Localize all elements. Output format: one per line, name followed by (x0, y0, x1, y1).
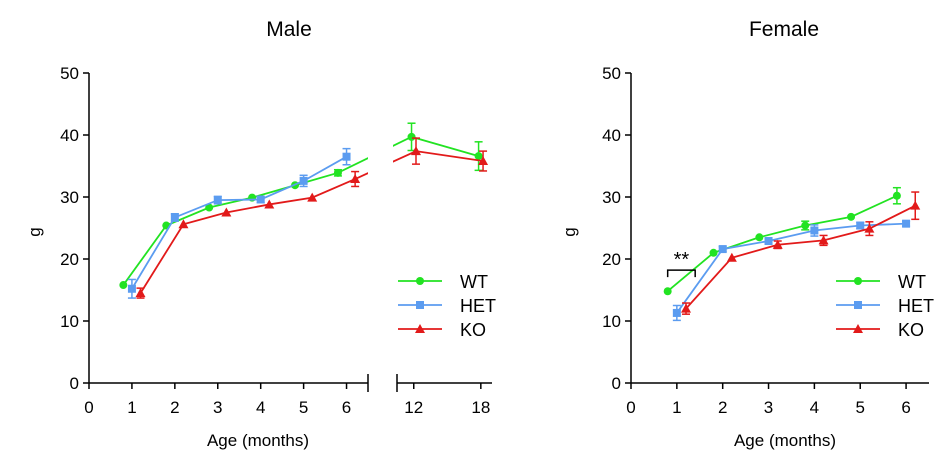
male-y-tick-label: 40 (60, 126, 79, 145)
female-x-tick-label: 6 (901, 398, 910, 417)
female-y-tick-label: 10 (602, 312, 621, 331)
female-point-het (856, 221, 865, 230)
male-legend-marker-ko (415, 324, 425, 333)
female-point-wt (709, 248, 718, 257)
male-point-het (256, 195, 265, 204)
female-legend-marker-het (854, 301, 862, 309)
female-point-ko (772, 239, 783, 249)
female-x-tick-label: 4 (810, 398, 819, 417)
female-point-wt (663, 287, 672, 296)
female-point-wt (755, 233, 764, 242)
male-legend-marker-het (416, 301, 424, 309)
male-y-tick-label: 0 (70, 374, 79, 393)
female-point-ko (818, 235, 829, 245)
female-y-tick-label: 50 (602, 64, 621, 83)
female-chart-title: Female (749, 18, 819, 41)
female-point-ko (910, 200, 921, 210)
male-point-ko (350, 174, 361, 184)
male-y-axis-label: g (25, 227, 44, 236)
male-point-het (127, 284, 136, 293)
female-series-line-ko (685, 204, 916, 310)
male-point-wt (474, 152, 483, 161)
female-x-tick-label: 1 (672, 398, 681, 417)
significance-bracket (666, 269, 696, 278)
female-y-tick-label: 40 (602, 126, 621, 145)
male-series-line-ko (139, 172, 368, 294)
male-legend-marker-wt (416, 277, 424, 285)
male-x-tick-label: 5 (299, 398, 308, 417)
male-x-tick-label: 12 (404, 398, 423, 417)
male-point-ko (411, 146, 421, 156)
male-point-het (342, 152, 351, 161)
male-x-tick-label: 6 (342, 398, 351, 417)
female-series-line-wt (667, 194, 898, 292)
male-legend-label-wt: WT (460, 272, 488, 292)
female-y-tick-label: 0 (612, 374, 621, 393)
female-x-axis-label: Age (months) (734, 431, 836, 450)
male-x-tick-label: 4 (256, 398, 265, 417)
female-legend-label-wt: WT (898, 272, 926, 292)
male-y-tick-label: 30 (60, 188, 79, 207)
female-point-ko (726, 252, 737, 262)
female-point-het (718, 245, 727, 254)
male-x-tick-label: 3 (213, 398, 222, 417)
female-point-het (902, 219, 911, 228)
female-legend-label-het: HET (898, 296, 934, 316)
male-x-tick-label: 18 (471, 398, 490, 417)
female-point-wt (892, 191, 901, 200)
male-chart-title: Male (266, 18, 312, 41)
male-x-axis-label: Age (months) (207, 431, 309, 450)
male-point-ko (307, 192, 318, 202)
female-x-tick-label: 2 (718, 398, 727, 417)
male-series-line-wt (122, 157, 368, 286)
female-point-het (810, 226, 819, 235)
male-point-ko (478, 156, 489, 166)
female-point-ko (864, 223, 875, 233)
male-legend-label-ko: KO (460, 320, 486, 340)
female-point-het (764, 237, 773, 246)
male-x-tick-label: 0 (84, 398, 93, 417)
female-y-tick-label: 20 (602, 250, 621, 269)
male-y-tick-label: 50 (60, 64, 79, 83)
male-point-het (170, 213, 179, 222)
male-point-wt (119, 281, 128, 290)
female-x-tick-label: 3 (764, 398, 773, 417)
significance-label: ** (674, 249, 690, 271)
female-series-line-het (676, 222, 907, 314)
female-x-tick-label: 0 (626, 398, 635, 417)
female-point-het (672, 308, 681, 317)
male-point-ko (264, 199, 275, 209)
male-point-het (213, 196, 222, 205)
female-point-wt (847, 212, 856, 221)
female-legend-label-ko: KO (898, 320, 924, 340)
male-y-tick-label: 10 (60, 312, 79, 331)
female-legend-marker-wt (854, 277, 862, 285)
male-point-ko (221, 207, 232, 217)
male-point-wt (205, 203, 214, 212)
female-point-ko (681, 303, 692, 313)
female-y-tick-label: 30 (602, 188, 621, 207)
male-x-tick-label: 1 (127, 398, 136, 417)
male-y-tick-label: 20 (60, 250, 79, 269)
male-x-tick-label: 2 (170, 398, 179, 417)
male-point-ko (178, 219, 189, 229)
female-legend-marker-ko (853, 324, 863, 333)
male-point-wt (407, 132, 416, 141)
male-point-ko (135, 288, 146, 298)
male-point-het (299, 176, 308, 185)
female-y-axis-label: g (560, 227, 579, 236)
female-point-wt (801, 221, 810, 230)
male-legend-label-het: HET (460, 296, 496, 316)
male-point-wt (333, 168, 342, 177)
male-series-line-ko-late (393, 150, 484, 163)
male-series-line-het (131, 155, 347, 290)
female-x-tick-label: 5 (855, 398, 864, 417)
